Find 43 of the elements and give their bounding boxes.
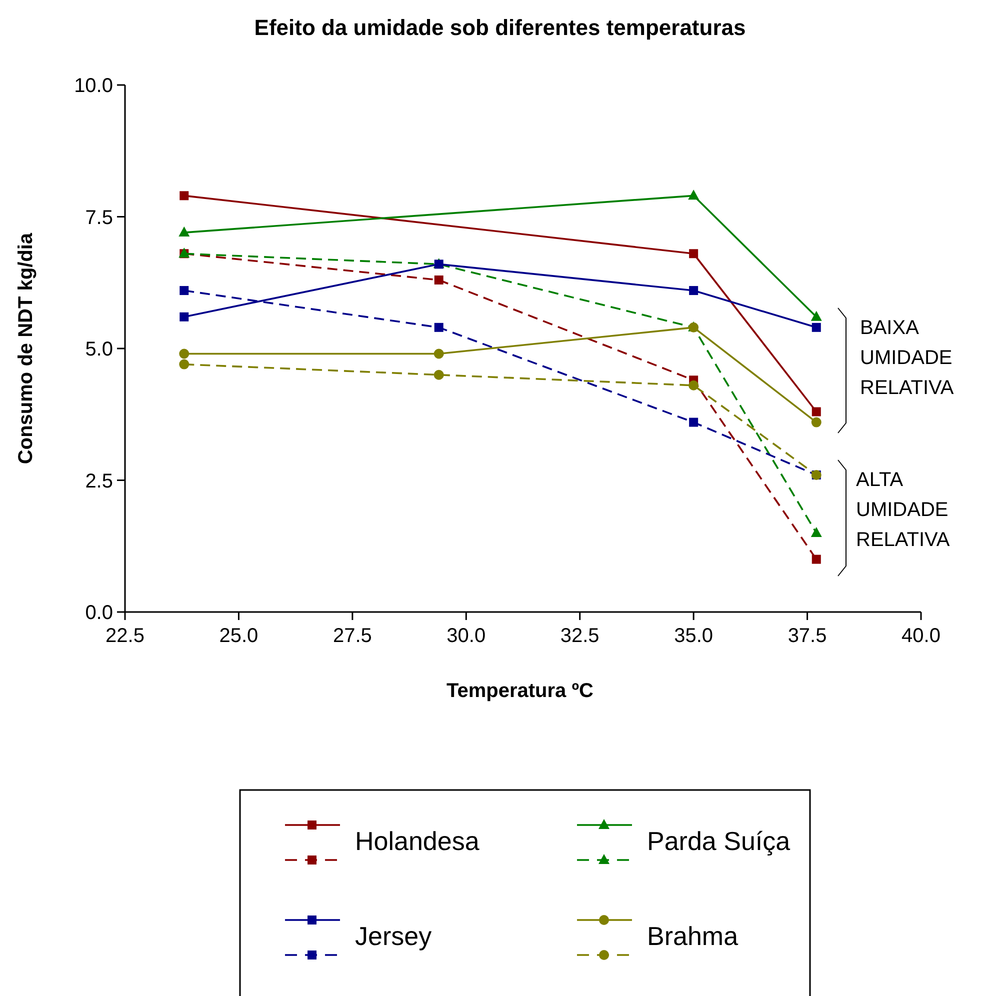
x-tick-label: 37.5 [788, 625, 827, 647]
x-tick-label: 27.5 [332, 625, 372, 647]
point [180, 191, 189, 200]
point [810, 310, 822, 321]
y-tick-label: 5.0 [85, 338, 113, 360]
point [434, 348, 444, 359]
y-tick-label: 7.5 [85, 206, 113, 229]
point [811, 417, 822, 428]
point [179, 359, 190, 370]
point [434, 322, 444, 332]
point [812, 554, 821, 564]
x-tick-label: 30.0 [446, 625, 486, 647]
point [810, 526, 822, 537]
y-tick-label: 0.0 [85, 602, 113, 624]
annotation: ALTA UMIDADE RELATIVA [856, 469, 950, 551]
point [688, 380, 699, 390]
x-tick-label: 25.0 [219, 625, 258, 647]
annotation: BAIXA UMIDADE RELATIVA [860, 317, 954, 399]
point [812, 322, 821, 332]
legend-label: Parda Suíça [647, 826, 791, 856]
legend-label: Holandesa [355, 826, 480, 856]
point [689, 286, 698, 296]
point [689, 249, 698, 258]
x-axis-title: Temperatura ºC [446, 680, 594, 702]
y-tick-label: 10.0 [74, 75, 113, 97]
y-tick-label: 2.5 [85, 470, 113, 492]
point [178, 226, 190, 237]
point [434, 370, 444, 380]
point [812, 407, 821, 416]
x-tick-label: 35.0 [674, 625, 714, 647]
point [180, 312, 189, 322]
point [434, 275, 444, 284]
chart-title: Efeito da umidade sob diferentes temperaturas [254, 15, 746, 40]
legend-label: Jersey [355, 921, 432, 951]
x-tick-label: 40.0 [902, 625, 940, 647]
legend-label: Brahma [647, 921, 739, 951]
y-axis-title: Consumo de NDT kg/dia [15, 232, 37, 464]
x-tick-label: 22.5 [106, 625, 144, 647]
point [179, 348, 190, 359]
point [689, 418, 698, 427]
point [180, 286, 189, 296]
x-tick-label: 32.5 [560, 625, 600, 647]
point [688, 190, 700, 200]
